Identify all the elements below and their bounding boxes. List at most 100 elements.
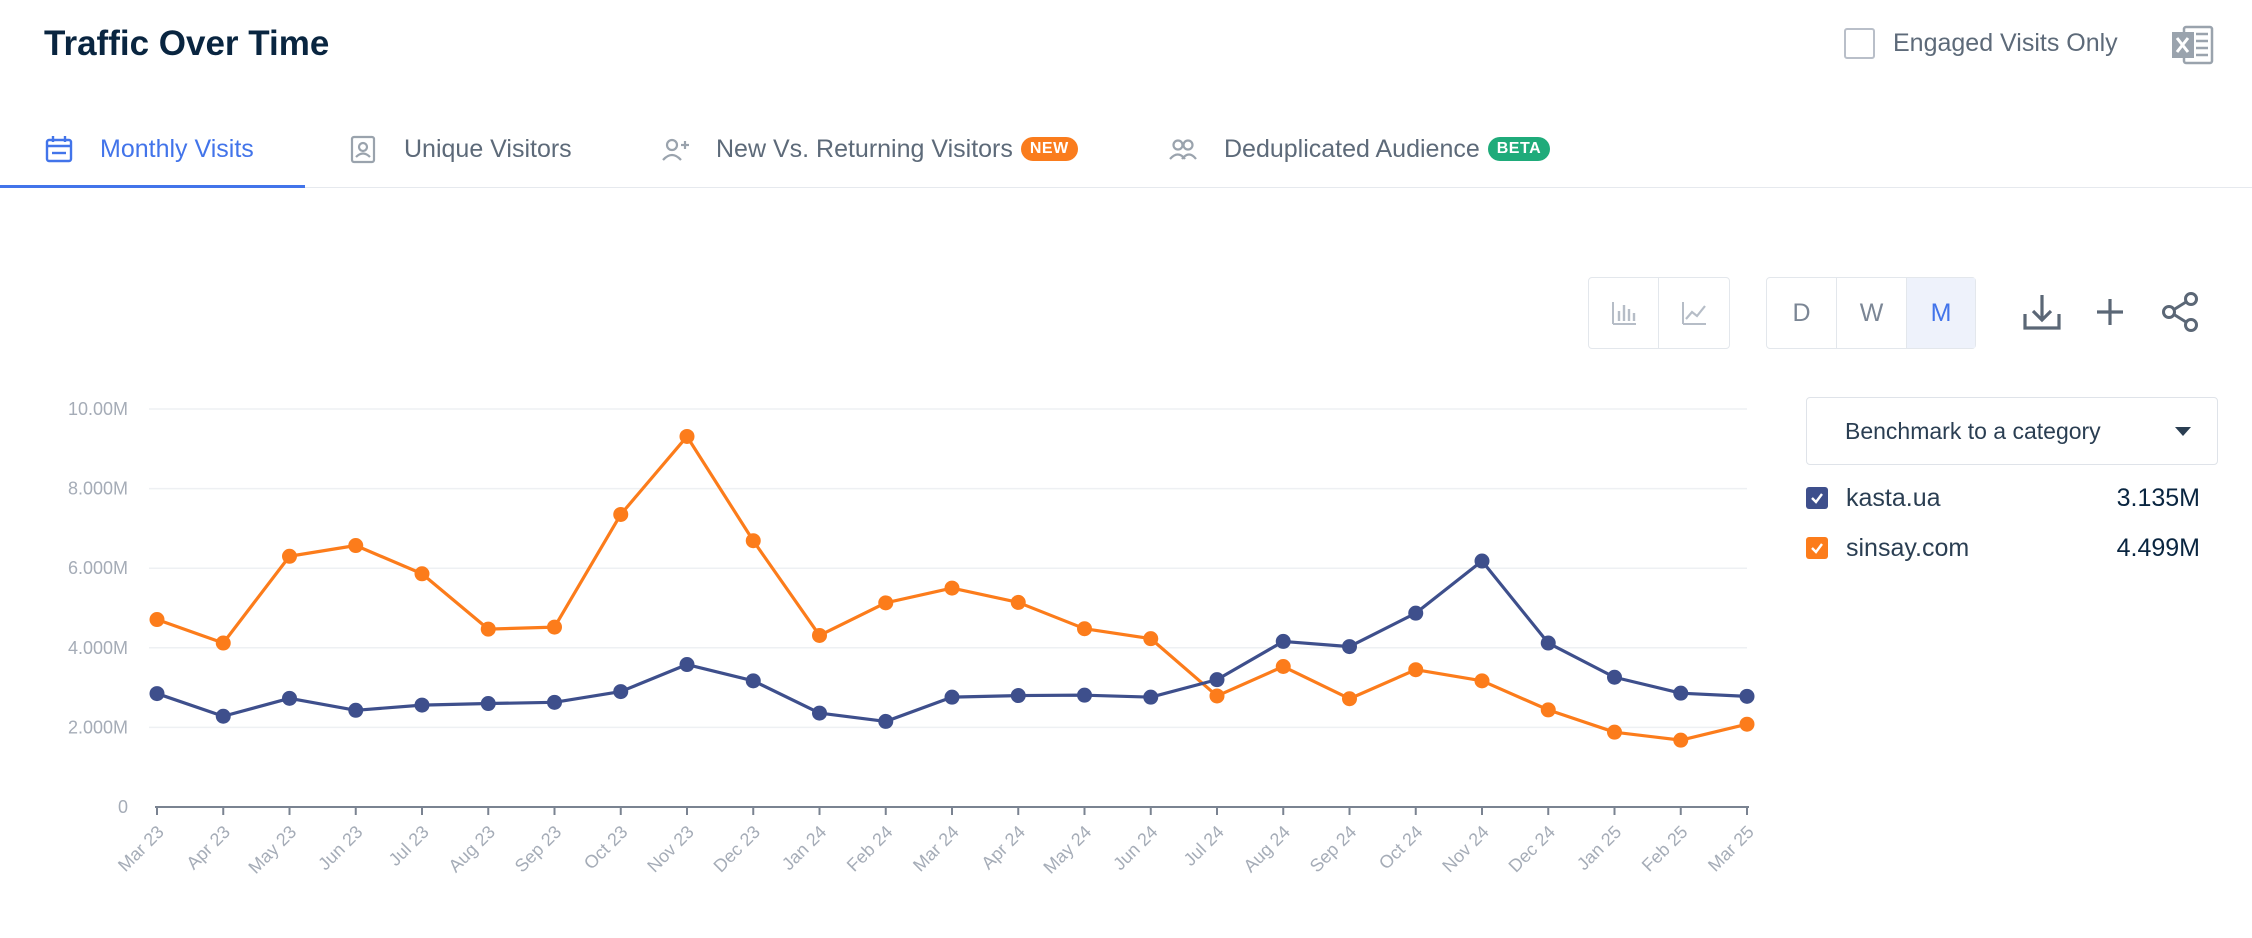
line-chart-button[interactable]	[1659, 278, 1729, 348]
x-tick-label: Feb 24	[843, 822, 897, 876]
granularity-day-button[interactable]: D	[1767, 278, 1837, 348]
x-tick-label: Sep 23	[511, 822, 565, 876]
x-tick-label: Jul 23	[385, 822, 433, 870]
engaged-visits-toggle[interactable]: Engaged Visits Only	[1844, 28, 2118, 59]
x-tick-label: Sep 24	[1306, 822, 1360, 876]
tab-label: Unique Visitors	[404, 134, 572, 163]
bar-chart-button[interactable]	[1589, 278, 1659, 348]
data-point	[1739, 716, 1755, 732]
tab-bar: Monthly Visits Unique Visitors New Vs. R…	[0, 110, 2252, 188]
data-point	[1209, 672, 1225, 688]
data-point	[812, 627, 827, 643]
y-tick-label: 2.000M	[68, 717, 128, 737]
legend-value: 4.499M	[2116, 533, 2200, 562]
engaged-visits-checkbox[interactable]	[1844, 28, 1875, 59]
x-tick-label: Dec 23	[710, 822, 764, 876]
data-point	[1474, 553, 1490, 569]
download-icon[interactable]	[2020, 290, 2064, 334]
legend-name: sinsay.com	[1846, 533, 1970, 562]
calendar-icon	[45, 136, 73, 163]
new-badge: NEW	[1020, 137, 1078, 161]
page-title: Traffic Over Time	[44, 24, 330, 63]
y-tick-label: 4.000M	[68, 638, 128, 658]
legend-item-sinsay: sinsay.com 4.499M	[1806, 530, 2200, 566]
benchmark-dropdown[interactable]: Benchmark to a category	[1806, 397, 2218, 465]
data-point	[1607, 669, 1622, 685]
data-point	[1275, 659, 1291, 675]
data-point	[878, 595, 894, 611]
x-tick-label: Dec 24	[1505, 822, 1559, 876]
data-point	[1540, 702, 1556, 718]
x-tick-label: Mar 24	[909, 822, 963, 876]
legend-item-kasta: kasta.ua 3.135M	[1806, 480, 2200, 516]
plus-icon[interactable]	[2088, 290, 2132, 334]
data-point	[1673, 732, 1689, 748]
granularity-label: W	[1859, 298, 1884, 327]
beta-badge: BETA	[1487, 137, 1551, 161]
x-tick-label: Apr 24	[977, 822, 1029, 874]
excel-export-icon[interactable]	[2170, 24, 2214, 66]
data-point	[1209, 688, 1225, 704]
legend-checkbox[interactable]	[1806, 487, 1828, 509]
legend-checkbox[interactable]	[1806, 537, 1828, 559]
data-point	[944, 580, 960, 596]
x-tick-label: May 23	[244, 822, 300, 878]
data-point	[1342, 639, 1357, 655]
x-tick-label: Jun 24	[1109, 822, 1161, 874]
data-point	[348, 702, 364, 718]
granularity-month-button[interactable]: M	[1907, 278, 1975, 348]
checkmark-icon	[1811, 543, 1823, 554]
x-tick-label: Nov 24	[1438, 822, 1492, 876]
data-point	[679, 428, 695, 444]
tab-new-vs-returning[interactable]: New Vs. Returning Visitors NEW	[660, 110, 1078, 188]
granularity-week-button[interactable]: W	[1837, 278, 1907, 348]
data-point	[1673, 685, 1689, 701]
granularity-label: D	[1792, 298, 1811, 327]
data-point	[1143, 631, 1159, 647]
engaged-visits-label: Engaged Visits Only	[1893, 29, 2118, 57]
data-point	[944, 689, 960, 705]
traffic-line-chart: 0 2.000M 4.000M 6.000M 8.000M 10.00M Mar 23 Apr…	[68, 399, 1758, 878]
data-point	[1408, 662, 1424, 678]
data-point	[1077, 621, 1092, 637]
data-point	[348, 538, 364, 554]
legend-value: 3.135M	[2116, 483, 2200, 512]
data-point	[745, 673, 761, 689]
data-point	[480, 621, 496, 637]
x-tick-label: Aug 23	[445, 822, 499, 876]
data-point	[547, 619, 562, 635]
share-icon[interactable]	[2158, 290, 2202, 334]
x-tick-label: Jan 25	[1573, 822, 1625, 874]
tab-unique-visitors[interactable]: Unique Visitors	[348, 110, 572, 188]
benchmark-label: Benchmark to a category	[1845, 417, 2101, 444]
x-tick-label: Jan 24	[778, 822, 830, 874]
caret-down-icon	[2175, 426, 2191, 436]
granularity-toggle: D W M	[1766, 277, 1976, 349]
x-tick-label: Jul 24	[1180, 822, 1228, 870]
y-tick-label: 10.00M	[68, 399, 128, 419]
data-point	[878, 713, 894, 729]
x-tick-label: Oct 24	[1375, 822, 1427, 874]
tab-deduplicated-audience[interactable]: Deduplicated Audience BETA	[1168, 110, 1551, 188]
data-point	[215, 708, 231, 724]
data-point	[149, 686, 165, 702]
data-point	[1077, 687, 1092, 703]
data-point	[613, 506, 629, 522]
tab-monthly-visits[interactable]: Monthly Visits	[44, 110, 254, 188]
y-tick-label: 0	[118, 797, 128, 817]
data-point	[149, 612, 165, 628]
legend-name: kasta.ua	[1846, 483, 1941, 512]
data-point	[1607, 724, 1622, 740]
data-point	[215, 635, 231, 651]
x-tick-label: Nov 23	[643, 822, 697, 876]
x-tick-label: Mar 25	[1704, 822, 1758, 876]
data-point	[613, 684, 629, 700]
x-tick-label: Mar 23	[114, 822, 168, 876]
x-tick-label: Aug 24	[1240, 822, 1294, 876]
data-point	[1540, 635, 1556, 651]
data-point	[282, 690, 297, 706]
x-tick-label: Feb 25	[1638, 822, 1692, 876]
data-point	[1739, 688, 1755, 704]
data-point	[1143, 689, 1159, 705]
bar-chart-icon	[1611, 302, 1636, 325]
